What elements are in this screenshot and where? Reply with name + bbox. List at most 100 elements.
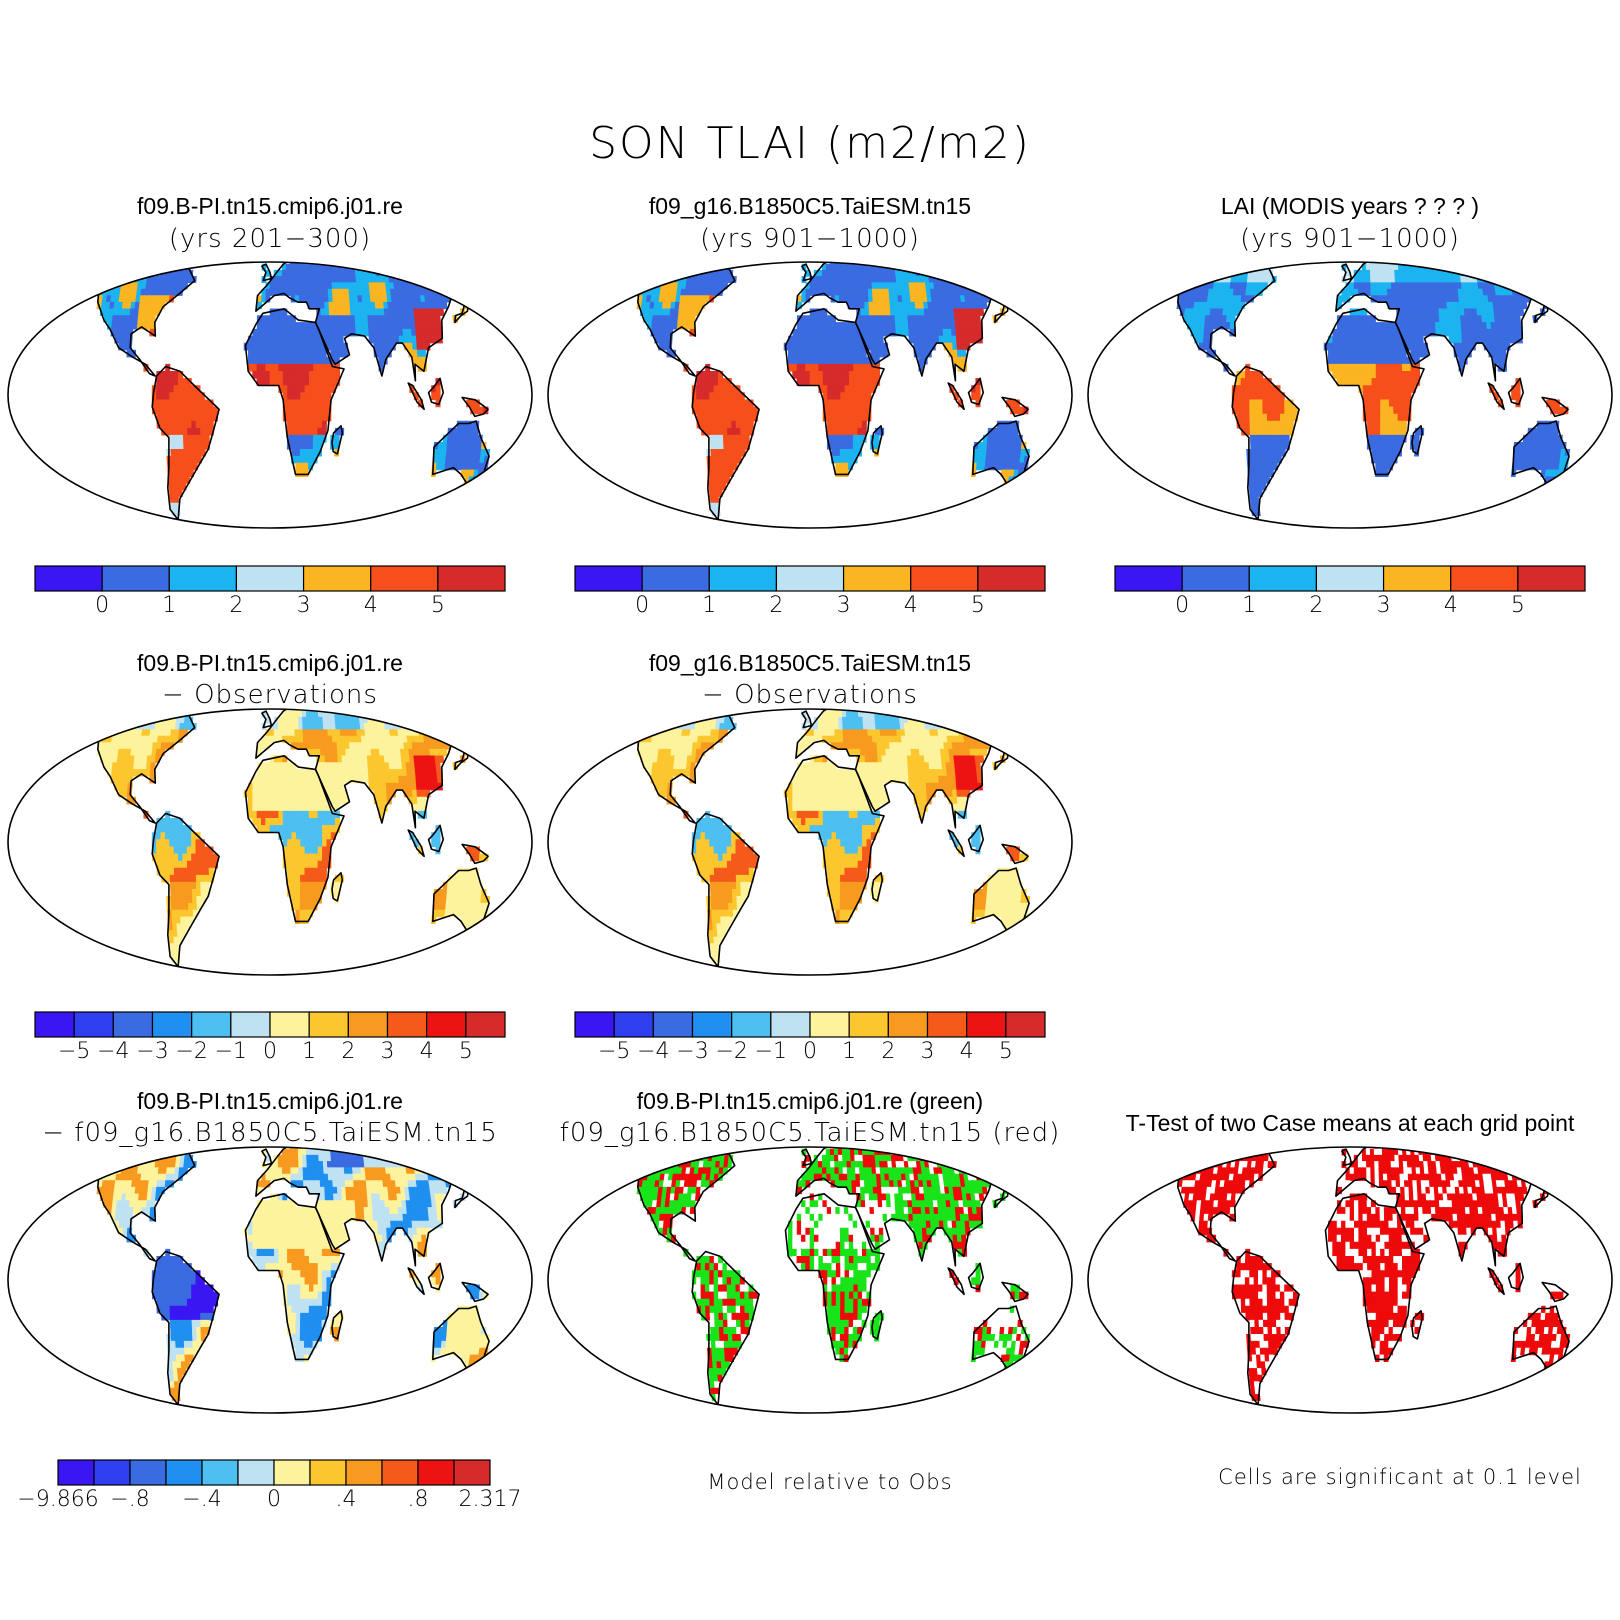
panel-3-title: LAI (MODIS years ? ? ? )	[1220, 193, 1480, 219]
colorbar-swatch	[708, 565, 778, 592]
colorbar-label: −5	[57, 1039, 91, 1064]
panel-7-title: f09.B-PI.tn15.cmip6.j01.re	[137, 1088, 403, 1114]
colorbar-swatch	[1114, 565, 1183, 592]
colorbar-label: 4	[419, 1039, 434, 1064]
colorbar-swatch	[381, 1459, 419, 1486]
colorbar-swatch	[1315, 565, 1385, 592]
colorbar-swatch	[309, 1459, 347, 1486]
map-border	[1087, 1146, 1613, 1414]
coastlines	[591, 709, 1061, 968]
colorbar-label: 0	[635, 593, 650, 618]
colorbar-swatch	[910, 565, 979, 592]
panel-3-subtitle: (yrs 901−1000)	[1240, 224, 1460, 254]
colorbar-swatch	[731, 1011, 772, 1038]
colorbar-swatch	[848, 1011, 889, 1038]
colorbar-label: 0	[263, 1039, 277, 1064]
coastlines	[51, 709, 521, 968]
map-border	[547, 261, 1073, 529]
colorbar-swatch	[386, 1011, 428, 1038]
colorbar-swatch	[129, 1459, 167, 1486]
colorbar-swatch	[34, 565, 103, 592]
colorbar-swatch	[273, 1459, 311, 1486]
colorbar-label: −.8	[110, 1487, 150, 1512]
colorbar-swatch	[613, 1011, 654, 1038]
colorbar-label: 3	[1376, 593, 1391, 618]
colorbar-swatch	[1382, 565, 1452, 592]
colorbar-swatch	[112, 1011, 154, 1038]
colorbar-swatch	[165, 1459, 203, 1486]
colorbar-label: 1	[1242, 593, 1257, 618]
colorbar-label: −4	[97, 1039, 130, 1064]
colorbar-swatch	[1450, 565, 1519, 592]
map-panel-9	[1087, 1146, 1613, 1414]
map-panel-4	[7, 708, 533, 976]
colorbar-swatch	[926, 1011, 968, 1038]
panel-5-subtitle: − Observations	[702, 680, 918, 710]
panel-1-subtitle: (yrs 201−300)	[168, 224, 372, 254]
colorbar-label: −4	[637, 1039, 670, 1064]
colorbar-swatch	[1181, 565, 1250, 592]
panel-8-title: f09.B-PI.tn15.cmip6.j01.re (green)	[636, 1088, 984, 1114]
colorbar-label: 5	[458, 1039, 473, 1064]
colorbar-label: 5	[998, 1039, 1013, 1064]
colorbar-swatch	[57, 1459, 95, 1486]
colorbar-label: 2	[341, 1039, 356, 1064]
map-panel-1	[7, 261, 533, 529]
panel-8-note: Model relative to Obs	[707, 1470, 953, 1494]
colorbar-label: 3	[836, 593, 851, 618]
colorbar-swatch	[237, 1459, 275, 1486]
map-border	[7, 1146, 533, 1414]
colorbar-label: 5	[970, 593, 985, 618]
colorbar-swatch	[1248, 565, 1318, 592]
colorbar-label: 2.317	[458, 1487, 522, 1512]
colorbar-label: 3	[920, 1039, 935, 1064]
colorbar-swatch	[887, 1011, 929, 1038]
colorbar-swatch	[426, 1011, 467, 1038]
coastlines	[1131, 262, 1601, 521]
colorbar-swatch	[230, 1011, 271, 1038]
colorbar-swatch	[574, 565, 643, 592]
colorbar-label: 2	[769, 593, 784, 618]
map-border	[7, 261, 533, 529]
colorbar-swatch	[1005, 1011, 1046, 1038]
panel-5-title: f09_g16.B1850C5.TaiESM.tn15	[648, 650, 972, 676]
colorbar-swatch	[269, 1011, 310, 1038]
colorbar-label: −5	[597, 1039, 631, 1064]
panel-9-title: T-Test of two Case means at each grid po…	[1125, 1110, 1575, 1136]
panel-7-subtitle: − f09_g16.B1850C5.TaiESM.tn15	[42, 1118, 498, 1148]
colorbar-label: 5	[1510, 593, 1525, 618]
colorbar-swatch	[417, 1459, 455, 1486]
colorbar-swatch	[151, 1011, 193, 1038]
colorbar-label: .8	[407, 1487, 429, 1512]
colorbar-swatch	[73, 1011, 114, 1038]
colorbar-swatch	[347, 1011, 389, 1038]
panel-9-note: Cells are significant at 0.1 level	[1218, 1465, 1582, 1489]
colorbar-label: −9.866	[17, 1487, 99, 1512]
map-panel-2	[547, 261, 1073, 529]
colorbar-label: 5	[430, 593, 445, 618]
colorbar-label: 2	[1309, 593, 1324, 618]
colorbar-label: 2	[229, 593, 244, 618]
colorbar-label: −1	[214, 1039, 248, 1064]
colorbar-swatch	[34, 1011, 75, 1038]
main-title: SON TLAI (m2/m2)	[589, 118, 1031, 169]
map-border	[1087, 261, 1613, 529]
colorbar-swatch	[302, 565, 372, 592]
map-panel-7	[7, 1146, 533, 1414]
colorbar-swatch	[691, 1011, 733, 1038]
colorbar-swatch	[977, 565, 1046, 592]
colorbar-swatch	[235, 565, 305, 592]
colorbar-swatch	[842, 565, 912, 592]
colorbar-swatch	[775, 565, 845, 592]
colorbar-swatch	[966, 1011, 1007, 1038]
colorbar-label: .4	[335, 1487, 357, 1512]
coastlines	[591, 262, 1061, 521]
coastlines	[591, 1147, 1061, 1406]
colorbar-label: 4	[1443, 593, 1458, 618]
colorbar-swatch	[574, 1011, 615, 1038]
panel-2-subtitle: (yrs 901−1000)	[700, 224, 920, 254]
colorbar-swatch	[453, 1459, 491, 1486]
colorbar-label: 4	[959, 1039, 974, 1064]
colorbar-swatch	[1517, 565, 1586, 592]
colorbar-swatch	[93, 1459, 131, 1486]
